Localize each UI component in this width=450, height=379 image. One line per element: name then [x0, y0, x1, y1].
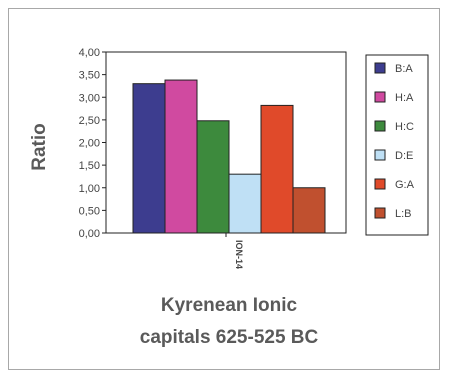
- y-tick-label: 0,50: [79, 205, 100, 217]
- y-tick-label: 4,00: [79, 47, 100, 59]
- legend-swatch: [374, 120, 386, 132]
- legend-label: H:A: [395, 92, 414, 104]
- category-label: ION-14: [234, 240, 244, 269]
- bars: [132, 79, 326, 234]
- legend-swatch: [374, 91, 386, 103]
- y-tick-label: 1,50: [79, 160, 100, 172]
- legend: B:A H:A H:C D:E G:A L:B: [365, 54, 429, 236]
- y-tick-label: 1,00: [79, 183, 100, 195]
- bar-b-a: [132, 83, 166, 234]
- bar-d-e: [228, 173, 262, 234]
- y-tick-label: 2,50: [79, 115, 100, 127]
- y-tick-label: 3,50: [79, 70, 100, 82]
- legend-label: L:B: [395, 208, 412, 220]
- legend-label: D:E: [395, 150, 413, 162]
- legend-label: B:A: [395, 63, 413, 75]
- legend-swatch: [374, 149, 386, 161]
- y-axis: 0,00 0,50 1,00 1,50 2,00 2,50 3,00 3,50 4,00: [79, 47, 227, 240]
- x-axis-title-line-1: Kyrenean Ionic: [161, 295, 298, 316]
- bar-l-b: [292, 187, 326, 234]
- legend-swatch: [374, 178, 386, 190]
- bar-h-a: [164, 79, 198, 234]
- y-tick-label: 0,00: [79, 228, 100, 240]
- bar-h-c: [196, 120, 230, 234]
- legend-label: H:C: [395, 121, 414, 133]
- y-tick-label: 2,00: [79, 138, 100, 150]
- legend-swatch: [374, 62, 386, 74]
- y-axis-title: Ratio: [29, 123, 50, 171]
- legend-swatch: [374, 207, 386, 219]
- legend-label: G:A: [395, 179, 415, 191]
- bar-g-a: [260, 104, 294, 234]
- y-tick-label: 3,00: [79, 92, 100, 104]
- legend-box: [365, 54, 429, 236]
- x-axis-title-line-2: capitals 625-525 BC: [140, 327, 319, 348]
